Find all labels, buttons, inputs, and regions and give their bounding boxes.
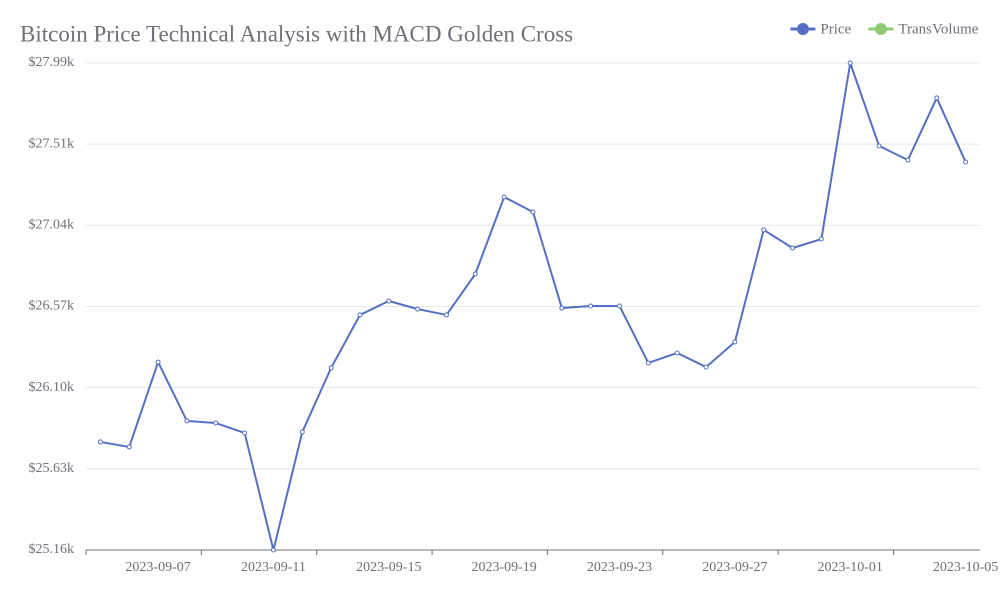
y-tick-label: $25.16k xyxy=(29,542,75,557)
y-tick-label: $26.10k xyxy=(29,380,75,395)
point xyxy=(588,303,594,309)
point xyxy=(761,227,767,233)
point xyxy=(415,306,421,312)
point xyxy=(905,157,911,163)
y-tick-label: $26.57k xyxy=(29,299,75,314)
point xyxy=(328,365,334,371)
point xyxy=(645,360,651,366)
point xyxy=(934,95,940,101)
point xyxy=(818,236,824,242)
point xyxy=(674,350,680,356)
point xyxy=(386,298,392,304)
y-tick-label: $25.63k xyxy=(29,461,75,476)
point xyxy=(963,159,969,165)
legend-icon xyxy=(796,23,809,35)
point xyxy=(617,303,623,309)
point xyxy=(732,339,738,345)
x-tick-label: 2023-09-23 xyxy=(587,560,652,575)
x-tick-label: 2023-09-11 xyxy=(241,560,306,575)
x-tick-label: 2023-10-01 xyxy=(818,560,883,575)
point xyxy=(357,312,363,318)
y-tick-label: $27.51k xyxy=(29,136,75,151)
point xyxy=(242,430,248,436)
x-tick-label: 2023-09-07 xyxy=(125,560,190,575)
point xyxy=(443,312,449,318)
x-tick-label: 2023-10-05 xyxy=(933,560,998,575)
point xyxy=(299,429,305,435)
point xyxy=(97,439,103,445)
point xyxy=(501,194,507,200)
x-tick-label: 2023-09-27 xyxy=(702,560,767,575)
legend-label: TransVolume xyxy=(898,21,978,37)
point xyxy=(472,271,478,277)
point xyxy=(213,420,219,426)
point xyxy=(184,418,190,424)
point xyxy=(703,364,709,370)
x-tick-label: 2023-09-19 xyxy=(471,560,536,575)
y-tick-label: $27.04k xyxy=(29,218,75,233)
chart-title: Bitcoin Price Technical Analysis with MA… xyxy=(20,21,573,46)
legend-label: Price xyxy=(820,21,851,37)
point xyxy=(155,359,161,365)
point xyxy=(790,245,796,251)
y-tick-label: $27.99k xyxy=(29,55,75,70)
point xyxy=(847,60,853,66)
point xyxy=(876,143,882,149)
point xyxy=(270,547,276,553)
point xyxy=(126,444,132,450)
point xyxy=(530,209,536,215)
legend-icon xyxy=(874,23,887,35)
point xyxy=(559,305,565,311)
x-tick-label: 2023-09-15 xyxy=(356,560,421,575)
